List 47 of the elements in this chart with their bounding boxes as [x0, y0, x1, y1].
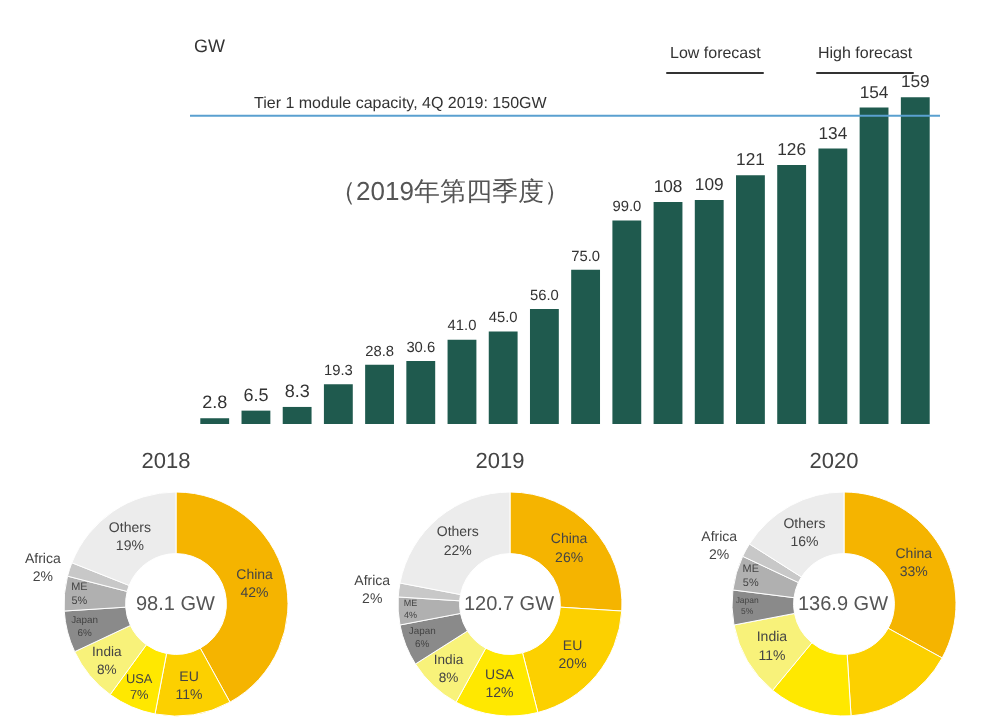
data-label: 108	[653, 176, 683, 197]
bar	[241, 410, 271, 424]
data-label: 126	[777, 139, 807, 160]
data-label: 134	[818, 122, 848, 143]
text: 136.9 GW	[798, 594, 890, 616]
bar	[365, 364, 394, 424]
data-label: 121	[736, 149, 766, 170]
data-label: 19.3	[323, 361, 353, 380]
bar	[447, 339, 477, 424]
data-label: 45.0	[488, 308, 518, 327]
bar	[406, 361, 436, 424]
text: High forecast	[818, 44, 914, 62]
bar	[900, 97, 930, 424]
bar	[736, 175, 765, 424]
data-label: 8.3	[284, 380, 310, 401]
chart-title: 2019	[475, 449, 525, 474]
chart-title: 2020	[809, 449, 859, 474]
data-label: 109	[694, 174, 725, 195]
data-label: 159	[900, 71, 931, 92]
bar	[694, 199, 724, 424]
data-label: 154	[859, 81, 889, 102]
annotation: （2019年第四季度）	[330, 176, 570, 206]
bar	[488, 331, 518, 424]
y-axis-title: GW	[194, 36, 226, 56]
bar	[777, 165, 807, 424]
data-label: 41.0	[447, 316, 477, 335]
bar	[200, 418, 230, 424]
bar	[571, 269, 601, 424]
data-label: 75.0	[571, 246, 600, 265]
text: 120.7 GW	[464, 594, 556, 616]
bar	[818, 148, 848, 424]
data-label: 99.0	[612, 197, 642, 216]
data-label: 30.6	[406, 337, 436, 356]
data-label: 2.8	[202, 392, 228, 413]
chart-title: 2018	[141, 449, 191, 474]
data-label: 56.0	[530, 285, 559, 304]
bar	[323, 384, 353, 424]
bar	[859, 107, 889, 424]
text: Low forecast	[670, 44, 763, 62]
data-label: 28.8	[365, 341, 394, 360]
bar	[653, 202, 683, 424]
bar	[612, 220, 642, 424]
ref-line-label: Tier 1 module capacity, 4Q 2019: 150GW	[254, 94, 548, 112]
bar	[282, 406, 312, 424]
bar	[529, 308, 559, 424]
text: 98.1 GW	[136, 594, 217, 616]
data-label: 6.5	[243, 384, 269, 405]
